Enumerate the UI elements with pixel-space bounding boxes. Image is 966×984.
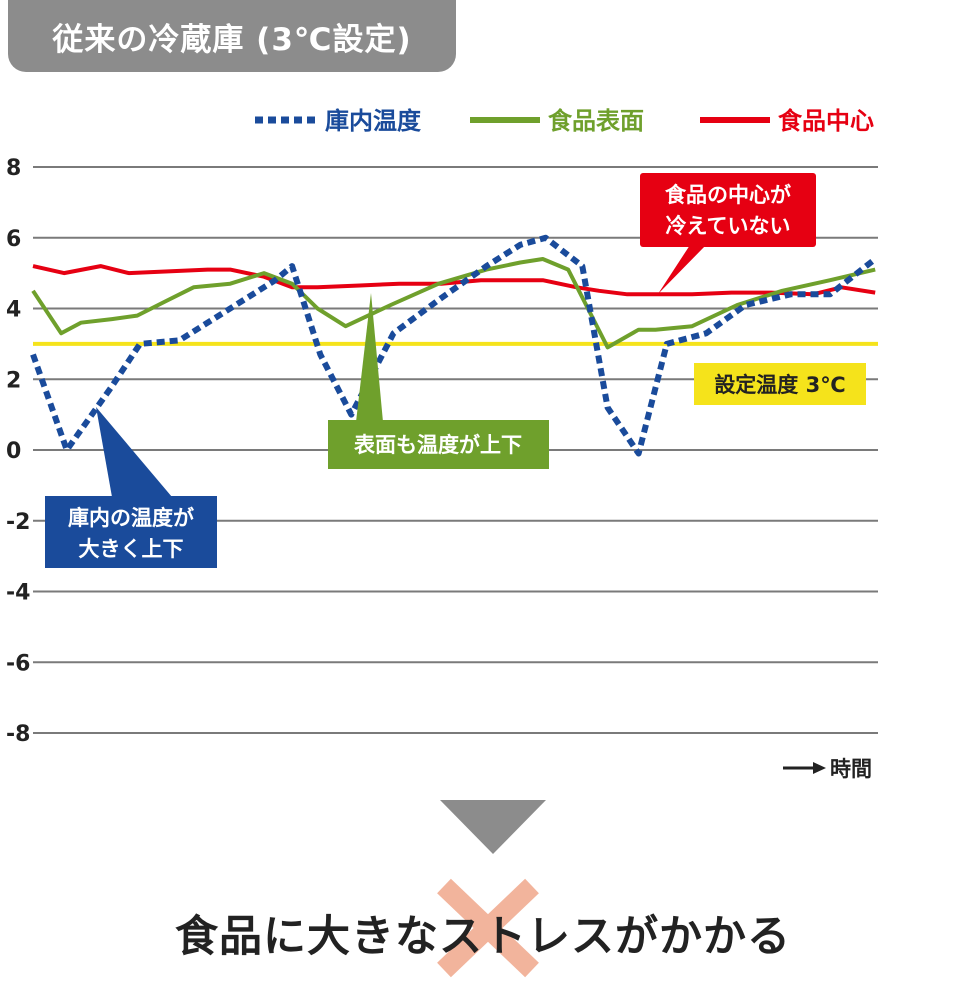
annotation-center-line2: 冷えていない — [666, 214, 791, 238]
series-layer — [30, 234, 878, 457]
x-axis-label: 時間 — [783, 757, 872, 781]
y-tick-label: -2 — [6, 510, 30, 535]
series-inside-temperature — [30, 234, 878, 457]
legend: 庫内温度 食品表面 食品中心 — [255, 107, 874, 135]
conclusion-text: 食品に大きなストレスがかかる — [175, 912, 791, 962]
y-tick-label: -6 — [6, 651, 30, 676]
y-tick-label: 2 — [6, 368, 21, 393]
annotation-inside: 庫内の温度が 大きく上下 — [45, 407, 217, 568]
y-tick-label: 4 — [6, 298, 21, 323]
annotation-inside-line1: 庫内の温度が — [68, 506, 194, 530]
legend-label-inside: 庫内温度 — [325, 107, 422, 135]
y-tick-label: 0 — [6, 439, 21, 464]
annotation-setpoint: 設定温度 3℃ — [694, 363, 866, 405]
annotation-surface-label: 表面も温度が上下 — [354, 433, 522, 457]
y-tick-label: 8 — [6, 156, 21, 181]
annotation-center-line1: 食品の中心が — [665, 183, 791, 207]
x-axis-label-text: 時間 — [830, 757, 872, 781]
y-axis-ticks: 8 6 4 2 0 -2 -4 -6 -8 — [6, 156, 30, 747]
series-food-surface — [31, 257, 876, 350]
annotation-setpoint-label: 設定温度 3℃ — [714, 373, 845, 397]
annotation-surface: 表面も温度が上下 — [328, 293, 549, 469]
legend-label-surface: 食品表面 — [548, 107, 644, 135]
y-tick-label: -4 — [6, 581, 30, 606]
y-tick-label: -8 — [6, 722, 30, 747]
legend-label-center: 食品中心 — [778, 107, 874, 135]
cross-icon — [437, 878, 539, 978]
down-arrow-icon — [440, 800, 546, 854]
y-tick-label: 6 — [6, 227, 21, 252]
annotation-inside-line2: 大きく上下 — [79, 537, 184, 561]
annotation-center: 食品の中心が 冷えていない — [640, 173, 816, 294]
chart-title-badge: 従来の冷蔵庫 (3℃設定) — [8, 0, 456, 72]
